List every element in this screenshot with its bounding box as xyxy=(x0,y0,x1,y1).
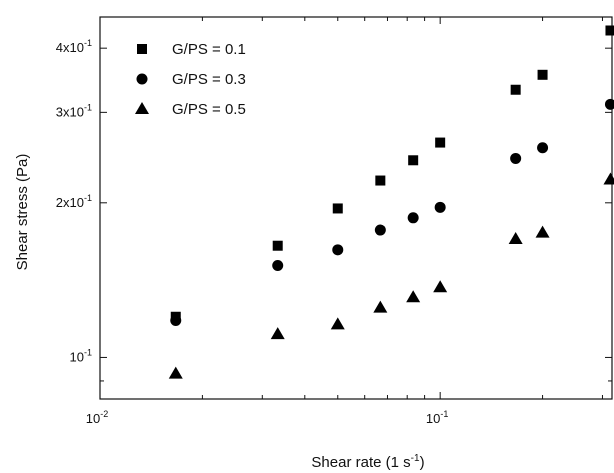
data-point-circle xyxy=(407,212,419,224)
data-point-square xyxy=(435,137,446,148)
data-point-triangle xyxy=(535,225,550,238)
data-point-triangle xyxy=(508,232,523,245)
data-point-circle xyxy=(374,224,386,236)
data-point-square xyxy=(605,25,614,36)
data-point-square xyxy=(272,240,283,251)
legend-item: G/PS = 0.5 xyxy=(135,101,246,118)
legend-item: G/PS = 0.3 xyxy=(136,71,246,88)
series-square xyxy=(170,25,614,322)
x-axis-unit-base: 1 s xyxy=(391,454,411,471)
data-point-square xyxy=(510,84,521,95)
x-tick-label: 10-2 xyxy=(86,409,108,426)
data-point-triangle xyxy=(270,327,285,340)
data-point-circle xyxy=(510,152,522,164)
y-axis-ticks: 10-1 2x10-1 3x10-1 4x10-1 xyxy=(56,38,612,382)
data-point-triangle xyxy=(603,172,614,185)
y-tick-label: 10-1 xyxy=(70,347,92,364)
data-point-triangle xyxy=(168,366,183,379)
data-point-triangle xyxy=(406,290,421,303)
legend-label: G/PS = 0.3 xyxy=(172,71,246,88)
data-point-square xyxy=(537,69,548,80)
x-axis-unit-exp: -1 xyxy=(411,453,420,464)
plot-frame xyxy=(99,16,613,400)
x-axis-label-text: Shear rate xyxy=(311,454,381,471)
legend-marker-triangle xyxy=(135,102,149,114)
data-point-circle xyxy=(170,315,182,327)
data-point-circle xyxy=(434,201,446,213)
x-axis-label: Shear rate (1 s-1) xyxy=(311,453,424,471)
x-axis-ticks: 10-2 10-1 xyxy=(86,17,603,426)
y-tick-label: 2x10-1 xyxy=(56,193,92,210)
data-point-square xyxy=(375,175,386,186)
data-point-square xyxy=(332,203,343,214)
data-point-triangle xyxy=(373,300,388,313)
data-points xyxy=(168,25,614,379)
data-point-circle xyxy=(537,142,549,154)
plot-border xyxy=(99,16,613,400)
data-point-triangle xyxy=(330,317,345,330)
data-point-circle xyxy=(604,98,614,110)
y-tick-label: 3x10-1 xyxy=(56,102,92,119)
series-triangle xyxy=(168,172,614,379)
data-point-circle xyxy=(332,244,344,256)
legend: G/PS = 0.1 G/PS = 0.3 G/PS = 0.5 xyxy=(135,41,246,118)
data-point-triangle xyxy=(433,280,448,293)
legend-item: G/PS = 0.1 xyxy=(137,41,246,58)
x-tick-label: 10-1 xyxy=(426,409,448,426)
data-point-circle xyxy=(272,259,284,271)
legend-marker-square xyxy=(137,44,147,54)
series-circle xyxy=(170,98,614,327)
y-tick-label: 4x10-1 xyxy=(56,38,92,55)
legend-label: G/PS = 0.1 xyxy=(172,41,246,58)
y-axis-label: Shear stress (Pa) xyxy=(14,154,31,271)
legend-label: G/PS = 0.5 xyxy=(172,101,246,118)
data-point-square xyxy=(408,155,419,166)
legend-marker-circle xyxy=(136,73,148,85)
